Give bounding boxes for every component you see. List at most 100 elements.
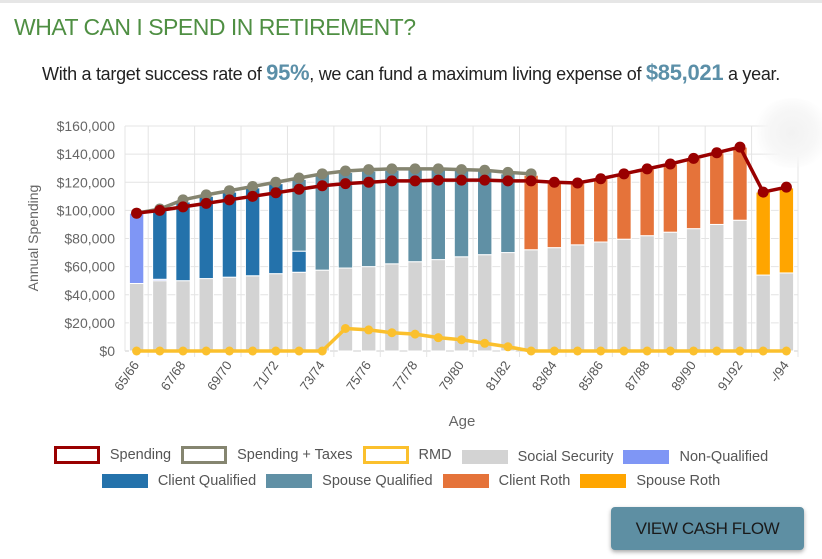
legend-item-non-qualified[interactable]: Non-Qualified xyxy=(623,449,768,465)
y-tick-label: $60,000 xyxy=(64,259,115,275)
legend-item-spouse-qualified[interactable]: Spouse Qualified xyxy=(266,473,433,489)
legend-label: RMD xyxy=(418,447,452,463)
point-spending xyxy=(572,177,584,189)
point-rmd xyxy=(433,333,443,343)
bar-client-roth xyxy=(685,157,702,230)
point-rmd xyxy=(526,346,536,356)
point-spending xyxy=(386,175,398,187)
x-tick-label: 73/74 xyxy=(297,358,328,393)
view-cash-flow-button[interactable]: VIEW CASH FLOW xyxy=(611,507,804,550)
point-spending-taxes xyxy=(502,166,514,178)
bar-social-security xyxy=(546,247,563,352)
bar-social-security xyxy=(198,278,214,352)
summary-suffix: a year. xyxy=(723,64,780,84)
point-rmd xyxy=(224,346,234,356)
bar-client-qualified xyxy=(152,208,168,280)
point-spending xyxy=(200,197,212,209)
point-spending-taxes xyxy=(247,180,259,192)
point-rmd xyxy=(317,346,327,356)
x-tick-label: 71/72 xyxy=(250,358,281,393)
legend-label: Social Security xyxy=(517,449,614,465)
point-spending xyxy=(223,194,235,206)
bar-client-roth xyxy=(593,178,609,243)
point-spending xyxy=(131,207,143,219)
x-tick-label: 67/68 xyxy=(158,358,189,393)
point-spending-taxes xyxy=(479,164,491,176)
bar-social-security xyxy=(477,254,493,352)
legend-item-spouse-roth[interactable]: Spouse Roth xyxy=(580,473,720,489)
bar-client-roth xyxy=(546,181,563,249)
point-rmd xyxy=(178,346,188,356)
point-spending xyxy=(409,175,421,187)
point-rmd xyxy=(132,346,142,356)
point-spending-taxes xyxy=(363,164,375,176)
x-tick-label: 87/88 xyxy=(622,358,653,393)
legend-swatch xyxy=(623,450,670,464)
grid xyxy=(124,125,799,357)
point-spending xyxy=(595,173,607,185)
point-spending-taxes xyxy=(409,163,421,175)
bar-social-security xyxy=(268,273,284,352)
bar-spouse-roth xyxy=(778,187,795,274)
bar-client-qualified xyxy=(291,250,307,273)
point-spending xyxy=(363,176,375,188)
point-spending xyxy=(688,152,700,164)
bar-social-security xyxy=(244,275,261,352)
bar-client-roth xyxy=(569,182,586,246)
point-rmd xyxy=(549,346,559,356)
x-tick-label: -/94 xyxy=(767,358,792,385)
x-tick-label: 85/86 xyxy=(575,358,606,393)
point-rmd xyxy=(642,346,652,356)
point-rmd xyxy=(573,346,583,356)
legend-item-social-security[interactable]: Social Security xyxy=(461,449,614,465)
y-tick-label: $140,000 xyxy=(57,146,116,162)
bar-social-security xyxy=(500,252,516,352)
legend-label: Spending + Taxes xyxy=(237,447,353,463)
legend-label: Spouse Roth xyxy=(636,473,721,489)
point-spending xyxy=(316,180,328,192)
shadow-overlay xyxy=(752,98,822,168)
legend-item-spending[interactable]: Spending xyxy=(53,446,171,464)
point-spending xyxy=(479,174,491,186)
x-tick-label: 79/80 xyxy=(436,358,467,393)
legend-item-spending-taxes[interactable]: Spending + Taxes xyxy=(181,446,353,464)
bar-social-security xyxy=(662,231,679,352)
legend-swatch xyxy=(362,446,409,464)
top-border xyxy=(0,0,822,3)
y-tick-label: $100,000 xyxy=(57,202,116,218)
bar-social-security xyxy=(639,235,655,352)
x-tick-label: 89/90 xyxy=(668,358,699,393)
point-spending xyxy=(432,174,444,186)
point-rmd xyxy=(294,346,304,356)
bar-social-security xyxy=(360,266,377,352)
point-spending xyxy=(664,158,676,170)
page-title: WHAT CAN I SPEND IN RETIREMENT? xyxy=(14,14,416,40)
point-spending xyxy=(154,204,166,216)
point-spending xyxy=(247,190,259,202)
legend-item-client-roth[interactable]: Client Roth xyxy=(442,473,571,489)
bar-social-security xyxy=(291,271,307,352)
y-tick-label: $120,000 xyxy=(57,174,116,190)
legend-item-client-qualified[interactable]: Client Qualified xyxy=(101,473,256,489)
legend-swatch xyxy=(181,446,228,464)
point-rmd xyxy=(364,325,374,335)
bar-social-security xyxy=(523,249,539,352)
bar-social-security xyxy=(755,274,771,352)
legend-item-rmd[interactable]: RMD xyxy=(362,446,452,464)
summary-text: With a target success rate of 95%, we ca… xyxy=(0,60,822,86)
point-rmd xyxy=(758,346,768,356)
point-spending-taxes xyxy=(316,168,328,180)
legend-swatch xyxy=(101,474,148,488)
point-spending-taxes xyxy=(432,163,444,175)
x-axis-label: Age xyxy=(449,413,476,430)
point-rmd xyxy=(410,329,420,339)
point-rmd xyxy=(155,346,165,356)
bar-social-security xyxy=(152,280,168,352)
x-tick-label: 77/78 xyxy=(390,358,421,393)
bar-client-roth xyxy=(709,152,725,225)
legend-label: Client Roth xyxy=(498,473,571,489)
bar-social-security xyxy=(593,241,609,352)
point-spending xyxy=(456,174,467,186)
point-spending-taxes xyxy=(339,165,351,177)
legend-row-1: Spending Spending + Taxes RMD Social Securi… xyxy=(0,446,822,468)
